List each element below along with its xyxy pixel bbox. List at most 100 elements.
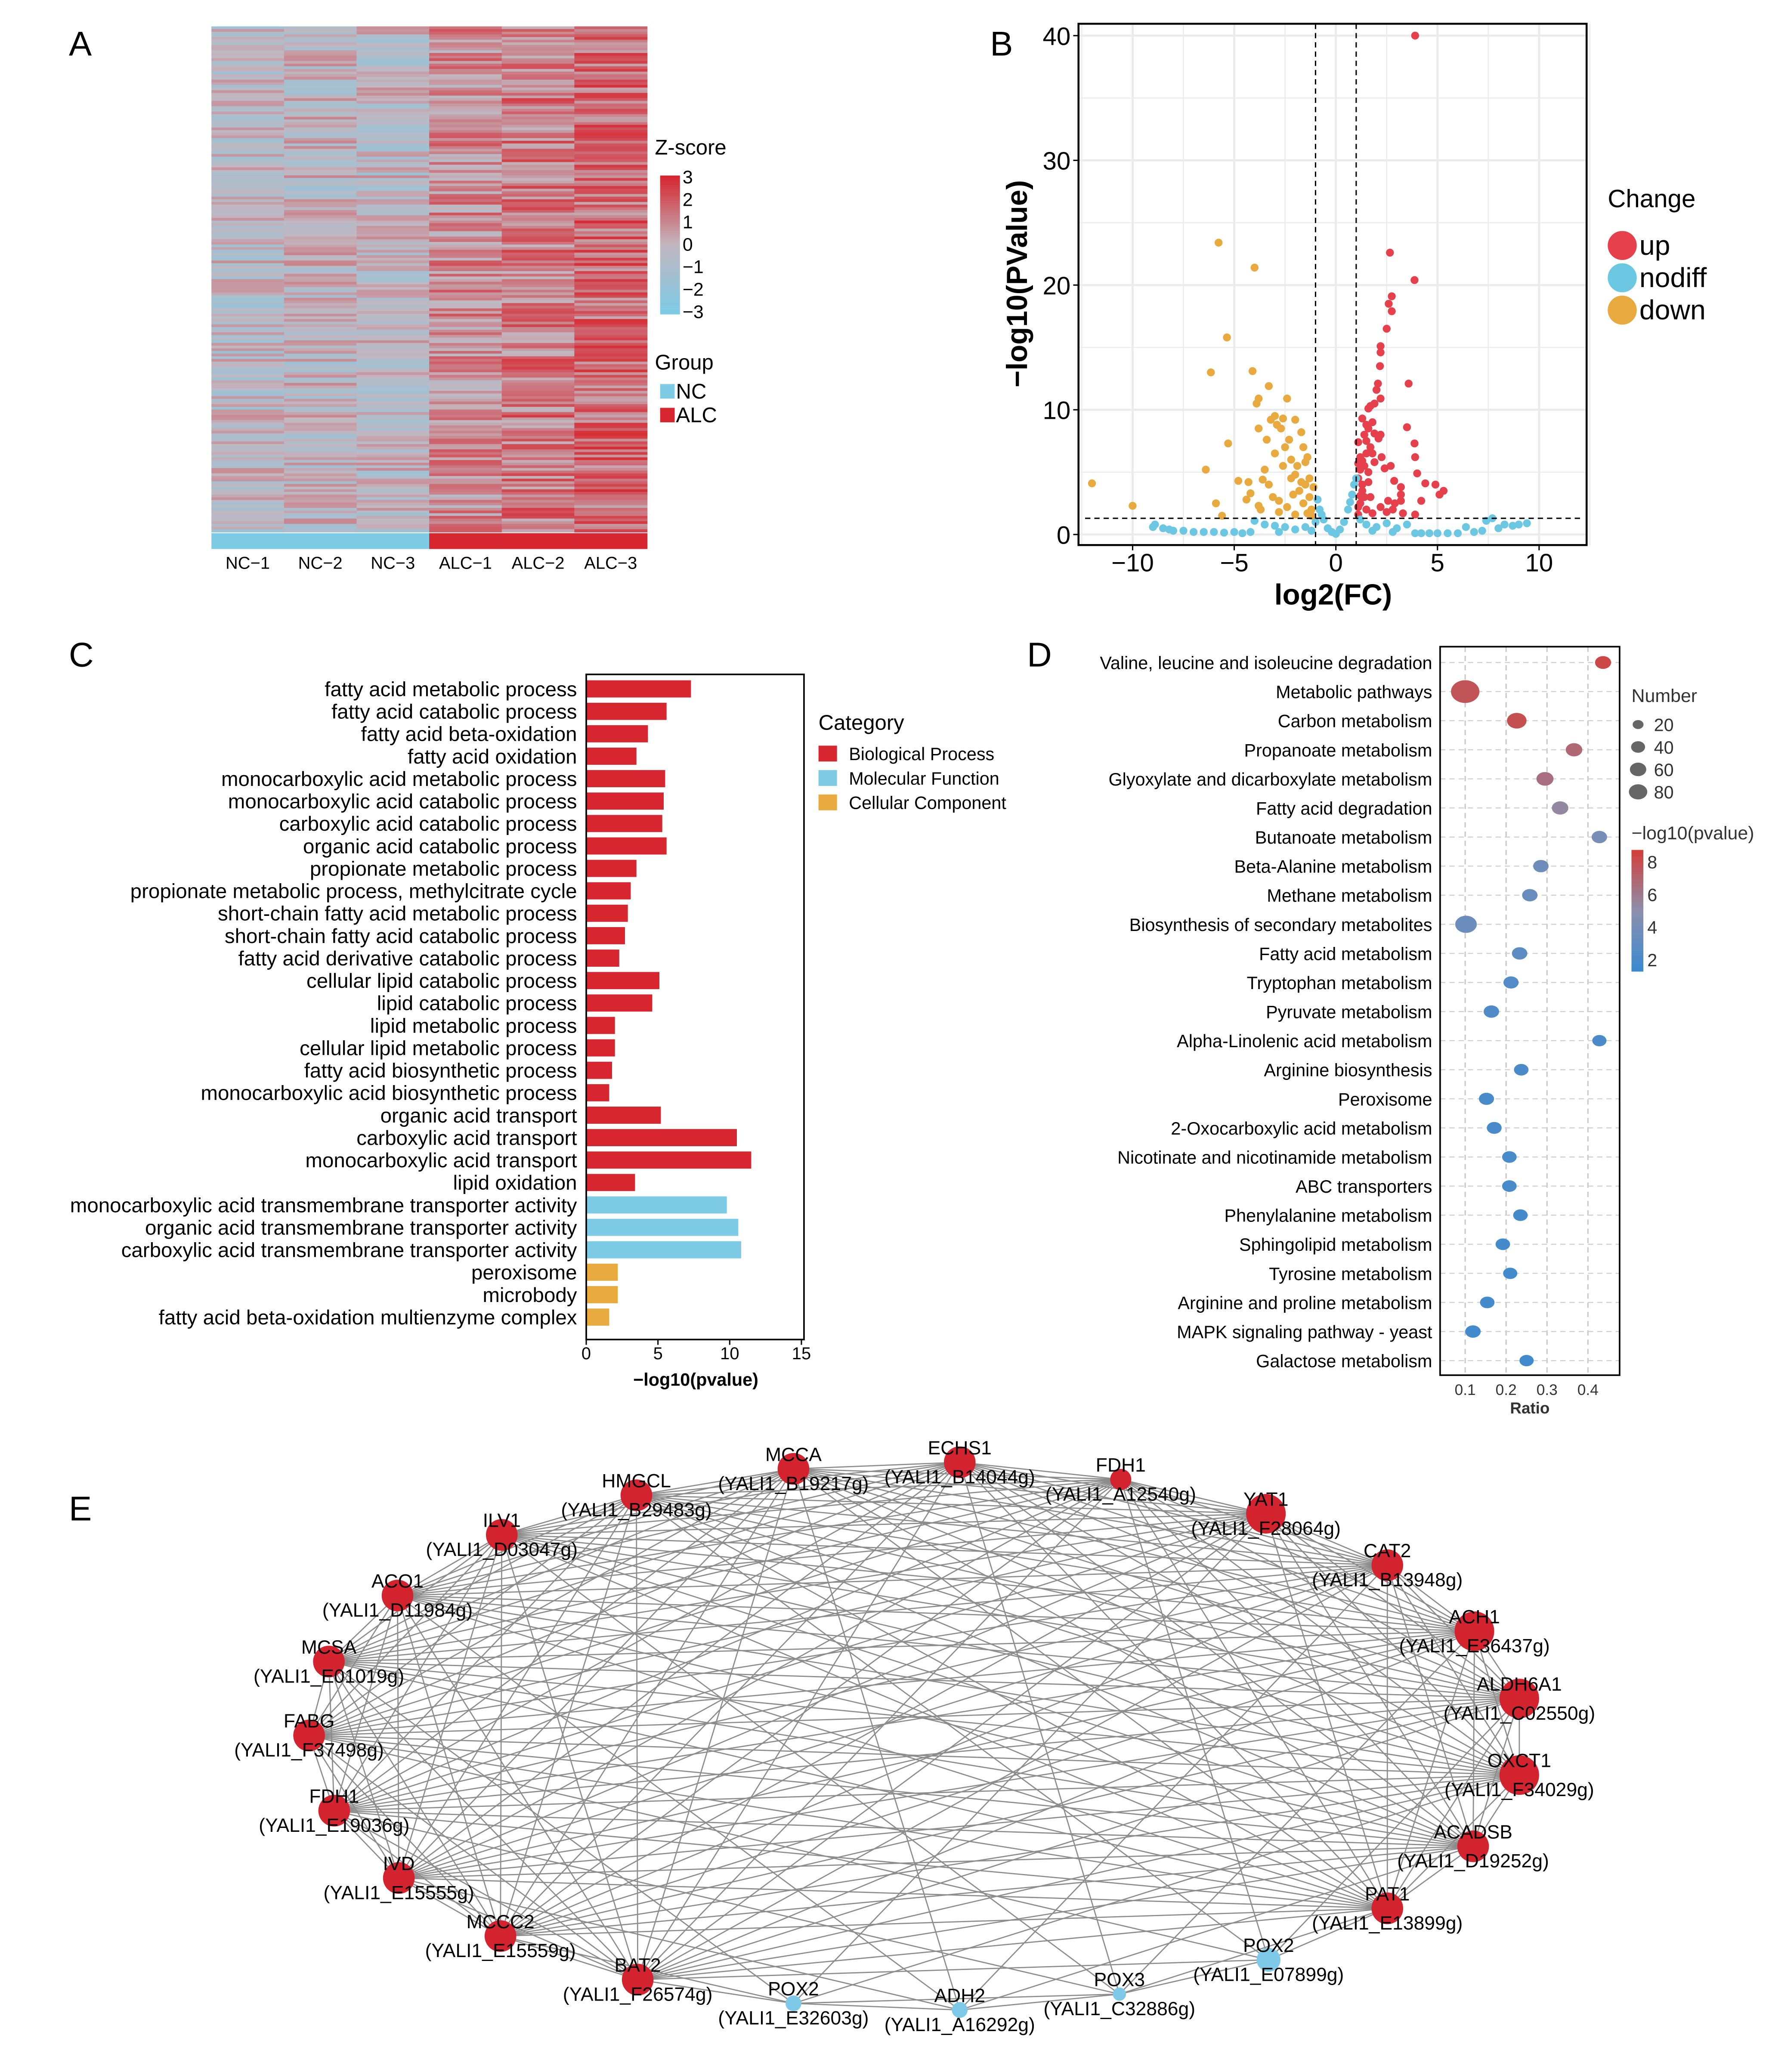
colorbar-segment bbox=[1631, 925, 1644, 929]
colorbar-segment bbox=[1631, 913, 1644, 917]
heatmap-column bbox=[574, 26, 648, 532]
heatmap-cell bbox=[284, 175, 357, 179]
heatmap-cell bbox=[284, 167, 357, 171]
network-edge bbox=[637, 1846, 1473, 1980]
heatmap-cell bbox=[211, 135, 285, 139]
heatmap-cell bbox=[429, 108, 503, 112]
heatmap-cell bbox=[284, 383, 357, 386]
heatmap-cell bbox=[501, 133, 575, 136]
heatmap-cell bbox=[356, 343, 430, 346]
heatmap-cell bbox=[356, 420, 430, 424]
zscore-tick: 2 bbox=[683, 189, 693, 210]
heatmap-cell bbox=[574, 69, 648, 72]
heatmap-cell bbox=[574, 96, 648, 99]
heatmap-cell bbox=[211, 77, 285, 80]
heatmap-cell bbox=[356, 93, 430, 96]
heatmap-cell bbox=[356, 313, 430, 317]
zscore-colorbar-segment bbox=[660, 229, 680, 232]
heatmap-cell bbox=[574, 162, 648, 165]
heatmap-cell bbox=[284, 332, 357, 336]
heatmap-cell bbox=[501, 465, 575, 469]
network-edge bbox=[308, 1595, 398, 1736]
heatmap-cell bbox=[574, 529, 648, 532]
heatmap-cell bbox=[574, 513, 648, 516]
heatmap-cell bbox=[211, 409, 285, 413]
heatmap-cell bbox=[574, 31, 648, 35]
heatmap-cell bbox=[356, 300, 430, 304]
heatmap-cell bbox=[356, 244, 430, 248]
heatmap-cell bbox=[284, 343, 357, 346]
heatmap-cell bbox=[284, 138, 357, 142]
heatmap-cell bbox=[429, 173, 503, 176]
point-nodiff bbox=[1462, 523, 1470, 531]
heatmap-cell bbox=[211, 500, 285, 503]
column-label: ALC−2 bbox=[512, 554, 565, 573]
bubble bbox=[1592, 1035, 1607, 1046]
heatmap-cell bbox=[429, 377, 503, 381]
heatmap-cell bbox=[429, 47, 503, 51]
heatmap-cell bbox=[284, 372, 357, 376]
heatmap-cell bbox=[429, 526, 503, 530]
heatmap-cell bbox=[501, 500, 575, 503]
heatmap-cell bbox=[574, 114, 648, 118]
heatmap-cell bbox=[501, 186, 575, 189]
point-up bbox=[1356, 492, 1364, 500]
heatmap-cell bbox=[429, 430, 503, 434]
heatmap-cell bbox=[574, 34, 648, 38]
heatmap-cell bbox=[429, 50, 503, 54]
point-up bbox=[1374, 434, 1383, 442]
heatmap-cell bbox=[211, 295, 285, 299]
heatmap-cell bbox=[501, 162, 575, 165]
heatmap-cell bbox=[284, 513, 357, 516]
heatmap-cell bbox=[356, 303, 430, 306]
heatmap-cell bbox=[574, 218, 648, 221]
heatmap-cell bbox=[429, 135, 503, 139]
heatmap-cell bbox=[284, 77, 357, 80]
heatmap-cell bbox=[574, 239, 648, 243]
heatmap-cell bbox=[284, 423, 357, 426]
zscore-colorbar-segment bbox=[660, 194, 680, 197]
bubble bbox=[1465, 1325, 1481, 1338]
network-edge bbox=[397, 1595, 1388, 1909]
heatmap-cell bbox=[211, 226, 285, 229]
legend-marker-down bbox=[1608, 295, 1637, 325]
colorbar-segment bbox=[1631, 883, 1644, 887]
network-node bbox=[622, 1964, 654, 1996]
heatmap-cell bbox=[211, 210, 285, 213]
heatmap-cell bbox=[284, 401, 357, 405]
point-down bbox=[1295, 487, 1303, 495]
heatmap-cell bbox=[356, 337, 430, 341]
heatmap-cell bbox=[429, 204, 503, 208]
heatmap-cell bbox=[284, 276, 357, 280]
heatmap-cell bbox=[574, 26, 648, 30]
point-down bbox=[1248, 367, 1257, 375]
heatmap-cell bbox=[284, 468, 357, 471]
point-down bbox=[1285, 436, 1293, 444]
network-edge bbox=[1265, 1513, 1388, 1566]
network-edge bbox=[399, 1698, 1520, 1879]
heatmap-cell bbox=[356, 255, 430, 259]
x-tick-label: 0.2 bbox=[1496, 1382, 1517, 1398]
group-bar bbox=[356, 533, 430, 549]
heatmap-cell bbox=[574, 189, 648, 192]
bar-term-label: microbody bbox=[482, 1284, 577, 1307]
heatmap-cell bbox=[574, 297, 648, 301]
heatmap-cell bbox=[211, 486, 285, 490]
zscore-colorbar-segment bbox=[660, 196, 680, 199]
heatmap-cell bbox=[356, 351, 430, 354]
heatmap-cell bbox=[284, 79, 357, 83]
point-down bbox=[1223, 333, 1231, 342]
panel-label-c: C bbox=[69, 635, 94, 674]
size-legend-title: Number bbox=[1631, 686, 1697, 706]
point-up bbox=[1410, 439, 1419, 448]
network-edge bbox=[399, 1877, 638, 1980]
heatmap-cell bbox=[356, 71, 430, 75]
term-label: Valine, leucine and isoleucine degradati… bbox=[1100, 653, 1432, 673]
heatmap-cell bbox=[211, 391, 285, 394]
network-edge bbox=[397, 1565, 1388, 1596]
colorbar-segment bbox=[1631, 853, 1644, 857]
heatmap-cell bbox=[501, 85, 575, 88]
heatmap-cell bbox=[356, 138, 430, 142]
heatmap-cell bbox=[356, 497, 430, 501]
heatmap-cell bbox=[574, 202, 648, 205]
